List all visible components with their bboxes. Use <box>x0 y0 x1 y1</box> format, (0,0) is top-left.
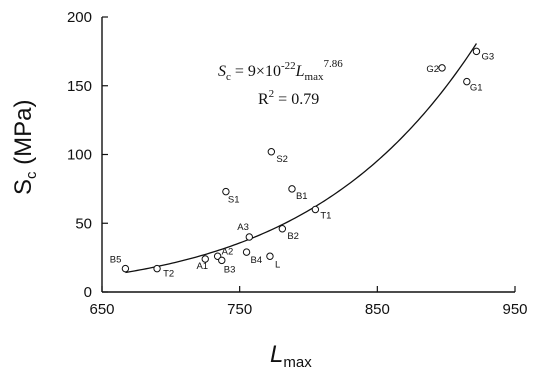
eq-exp2: 7.86 <box>323 58 343 70</box>
r2-sup: 2 <box>269 88 275 100</box>
plot-axes <box>101 17 515 293</box>
data-point-t1 <box>311 205 320 214</box>
y-axis-title: Sc (MPa) <box>10 99 40 195</box>
data-point-label-b1: B1 <box>296 191 308 202</box>
data-point-g2 <box>438 64 446 72</box>
data-point-g1 <box>463 77 471 86</box>
fit-equation: Sc = 9×10-22Lmax7.86 <box>218 58 343 83</box>
data-point-a1 <box>201 255 209 263</box>
r2-prefix: R <box>258 91 269 108</box>
data-point-label-a3: A3 <box>237 222 249 233</box>
eq-var-sub: max <box>305 71 324 83</box>
data-points <box>121 47 481 273</box>
x-axis-title: Lmax <box>270 341 312 368</box>
y-tick-label: 150 <box>67 78 92 95</box>
fit-r-squared: R2 = 0.79 <box>258 88 319 108</box>
x-tick-label: 650 <box>89 301 114 318</box>
data-point-label-a2: A2 <box>222 246 234 257</box>
axis-ticks: 0 50 100 150 200 650 750 850 950 <box>67 9 528 318</box>
y-title-sub: c <box>23 171 40 179</box>
y-tick-label: 0 <box>84 284 92 301</box>
x-tick-label: 850 <box>365 301 390 318</box>
eq-lhs-main: S <box>218 63 226 80</box>
data-point-s2 <box>267 148 276 156</box>
data-point-label-b3: B3 <box>224 264 236 275</box>
x-title-sub: max <box>283 354 312 368</box>
data-point-b2 <box>278 225 287 233</box>
eq-exp1: -22 <box>281 60 296 72</box>
data-point-t2 <box>153 264 161 273</box>
data-point-label-s1: S1 <box>228 195 240 206</box>
eq-lhs-sub: c <box>226 71 231 83</box>
data-point-label-b2: B2 <box>287 231 299 242</box>
data-point-label-b4: B4 <box>251 255 263 266</box>
x-tick-label: 750 <box>227 301 252 318</box>
data-point-b3 <box>218 256 226 265</box>
data-point-b5 <box>121 264 130 273</box>
y-tick-label: 100 <box>67 147 92 164</box>
data-point-label-t2: T2 <box>163 269 174 280</box>
data-point-b4 <box>242 248 251 256</box>
data-point-g3 <box>472 47 481 56</box>
eq-prefix: = 9×10 <box>231 63 281 80</box>
eq-var-main: L <box>295 63 305 80</box>
r2-suffix: = 0.79 <box>274 91 319 108</box>
data-point-s1 <box>222 187 230 196</box>
y-title-main: S <box>10 179 37 195</box>
x-title-main: L <box>270 341 283 368</box>
data-point-label-l: L <box>275 259 280 270</box>
data-point-label-g2: G2 <box>426 64 439 75</box>
data-point-label-g1: G1 <box>470 83 483 94</box>
y-title-unit: (MPa) <box>10 99 37 171</box>
data-point-label-g3: G3 <box>481 51 494 62</box>
data-point-b1 <box>288 185 296 193</box>
data-point-label-b5: B5 <box>110 255 122 266</box>
data-point-label-t1: T1 <box>320 211 331 222</box>
data-point-label-a1: A1 <box>196 261 208 272</box>
data-point-label-s2: S2 <box>276 154 288 165</box>
y-tick-label: 200 <box>67 9 92 26</box>
data-point-a3 <box>245 233 254 241</box>
y-tick-label: 50 <box>75 215 92 232</box>
data-point-l <box>266 252 274 260</box>
x-tick-label: 950 <box>502 301 527 318</box>
power-fit-curve <box>125 43 477 274</box>
